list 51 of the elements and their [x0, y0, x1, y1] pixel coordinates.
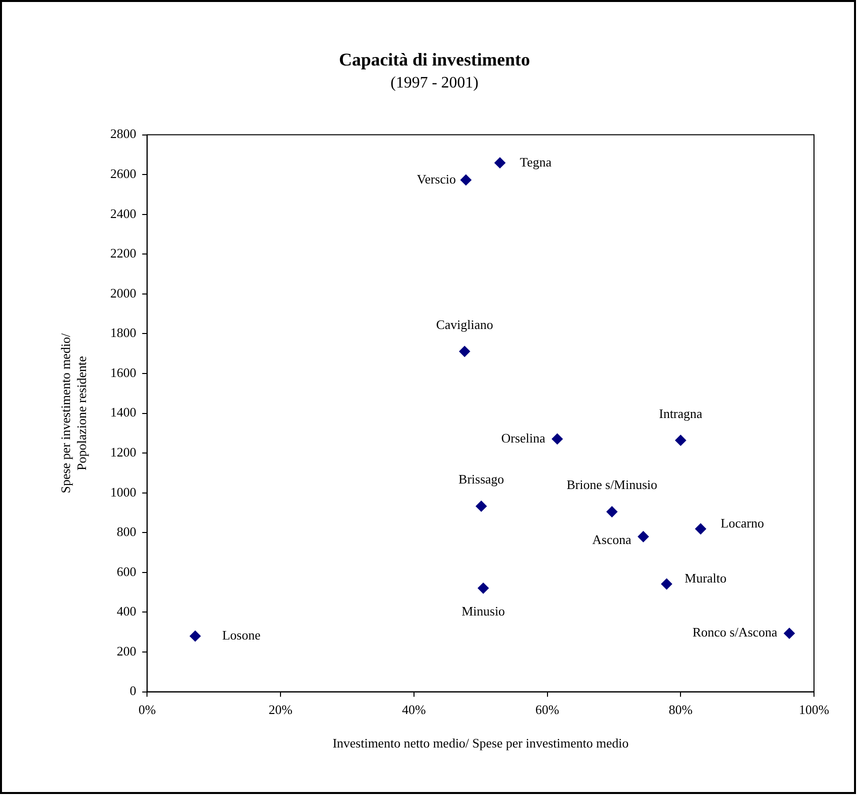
y-tick-label: 2800 [110, 126, 136, 142]
point [459, 346, 470, 357]
point [784, 628, 795, 639]
y-tick-label: 2200 [110, 246, 136, 261]
y-tick-label: 0 [130, 683, 136, 698]
x-axis-title: Investimento netto medio/ Spese per investimento medio [332, 736, 629, 751]
annotation: Verscio [416, 171, 456, 186]
point [695, 523, 706, 534]
y-tick-label: 1800 [110, 325, 136, 340]
y-tick-label: 2400 [110, 206, 136, 221]
y-tick-label: 800 [116, 524, 136, 540]
x-tick-label: 0% [138, 702, 156, 718]
annotation: Minusio [462, 604, 505, 619]
x-tick-label: 100% [798, 702, 830, 718]
x-tick-label: 20% [268, 702, 293, 718]
point [460, 174, 472, 186]
chart-subtitle: (1997 - 2001) [390, 74, 478, 92]
point [190, 630, 201, 642]
annotation: Orselina [501, 430, 546, 446]
point [606, 506, 618, 518]
annotation: Losone [222, 628, 261, 643]
point [638, 531, 649, 542]
annotation: Muralto [684, 570, 727, 586]
y-axis-title: Spese per investimento medio/ Popolazione residente [58, 332, 89, 494]
y-tick-label: 200 [116, 643, 136, 658]
annotation: Ascona [592, 532, 632, 548]
y-tick-label: 1400 [110, 404, 136, 420]
x-tick-label: 40% [402, 702, 426, 718]
chart-title: Capacità di investimento [339, 49, 530, 70]
point [552, 433, 563, 444]
x-tick-label: 80% [668, 702, 693, 718]
point [476, 500, 487, 512]
annotation: Intragna [658, 406, 703, 421]
point [675, 434, 686, 446]
annotation: Locarno [720, 515, 764, 530]
annotation: Brione s/Minusio [566, 477, 658, 492]
y-tick-label: 2600 [110, 166, 136, 182]
y-tick-label: 2000 [110, 285, 136, 300]
x-tick-label: 60% [535, 702, 560, 718]
annotation: Brissago [458, 472, 504, 487]
point [478, 582, 489, 594]
annotation: Ronco s/Ascona [692, 624, 778, 640]
y-tick-label: 1200 [110, 444, 136, 460]
y-tick-label: 600 [116, 564, 136, 579]
point [494, 157, 506, 168]
y-tick-label: 1000 [110, 484, 136, 500]
annotation: Cavigliano [436, 316, 494, 332]
y-tick-label: 400 [116, 604, 136, 619]
y-tick-label: 1600 [110, 364, 136, 380]
point [661, 578, 672, 590]
annotation: Tegna [520, 154, 552, 170]
